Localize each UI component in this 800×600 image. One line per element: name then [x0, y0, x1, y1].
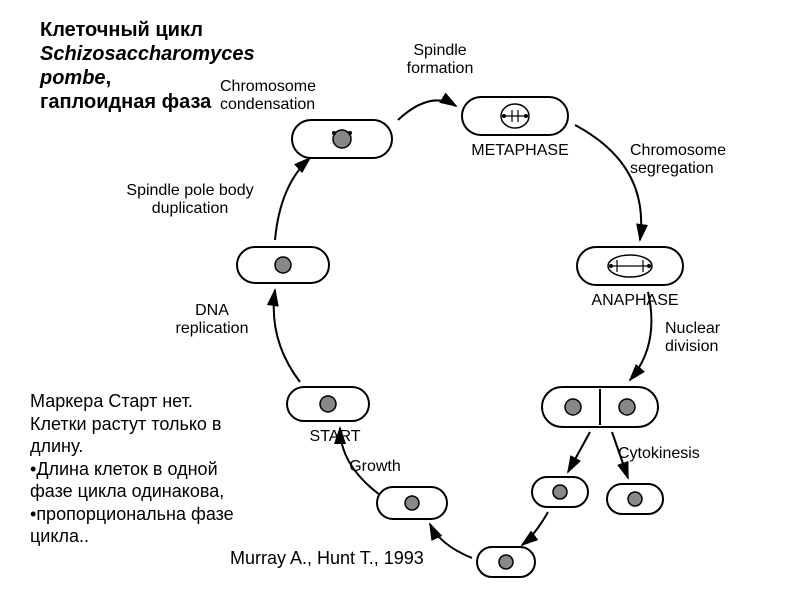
stage-anaphase: ANAPHASE	[585, 292, 685, 310]
stage-metaphase: METAPHASE	[470, 142, 570, 160]
label-chrom-segregation: Chromosome segregation	[630, 142, 770, 177]
label-nuclear-division: Nuclear division	[665, 320, 765, 355]
label-cytokinesis: Cytokinesis	[618, 445, 738, 463]
label-spindle-formation: Spindle formation	[380, 42, 500, 77]
label-spb-dup: Spindle pole body duplication	[100, 182, 280, 217]
label-growth: Growth	[335, 458, 415, 476]
stage-start: START	[300, 428, 370, 446]
label-dna-replication: DNA replication	[152, 302, 272, 337]
label-chrom-condensation: Chromosome condensation	[220, 78, 380, 113]
